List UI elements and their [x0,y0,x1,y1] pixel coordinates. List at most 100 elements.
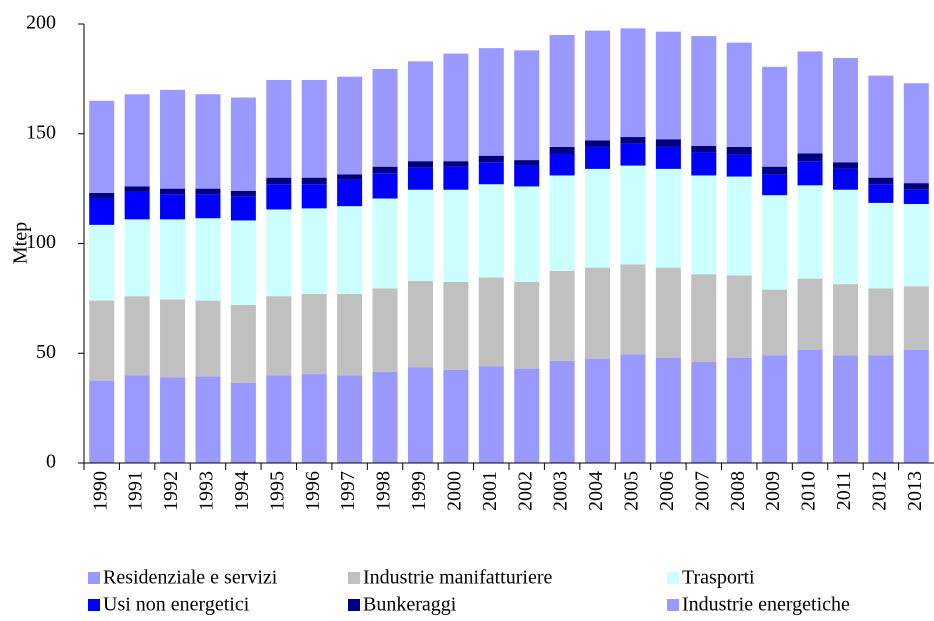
x-tick-label: 1994 [231,471,253,511]
legend-label: Trasporti [682,567,755,589]
bar-segment [655,31,681,140]
x-tick-label: 1992 [160,471,182,511]
bar-segment [266,375,292,463]
bar-segment [691,362,717,463]
bar-segment [266,177,292,185]
bar-segment [585,146,611,169]
x-tick-label: 2007 [691,471,713,511]
y-tick-label: 50 [36,341,56,363]
bar-segment [797,278,823,350]
bar-segment [585,140,611,147]
legend-label: Usi non energetici [103,594,250,616]
bar-segment [301,177,327,185]
y-axis-label: Mtep [10,222,32,264]
bar-segment [443,166,469,190]
bar-segment [585,168,611,268]
bar-segment [691,145,717,153]
x-tick-label: 2013 [904,471,926,511]
bar-segment [514,368,540,463]
bar-segment [89,100,115,194]
x-tick-label: 1993 [196,471,218,511]
bar-segment [266,79,292,178]
bar-segment [903,189,929,204]
bar-segment [585,358,611,463]
bar-segment [266,296,292,376]
bar-segment [301,293,327,375]
bar-segment [762,289,788,356]
bar-segment [443,53,469,162]
bar-segment [762,195,788,290]
bar-segment [230,382,256,463]
bar-segment [337,76,363,175]
bar-segment [549,34,575,147]
y-tick-label: 200 [26,12,56,34]
bar-segment [160,194,186,220]
bar-segment [549,360,575,463]
bar-segment [620,165,646,265]
bar-segment [832,284,858,356]
bar-segment [903,349,929,463]
bar-segment [195,94,221,189]
bar-segment [301,208,327,294]
x-tick-label: 1999 [408,471,430,511]
x-tick-label: 2003 [550,471,572,511]
bar-segment [832,355,858,463]
bar-segment [762,174,788,196]
bar-segment [407,61,433,162]
bar-segment [337,179,363,207]
bar-segment [124,375,150,463]
bar-segment [655,146,681,169]
bar-segment [443,369,469,463]
x-tick-label: 2009 [762,471,784,511]
bar-segment [160,219,186,300]
bar-segment [407,189,433,281]
bar-segment [620,137,646,144]
bar-segment [230,304,256,383]
bar-segment [868,177,894,185]
bar-segment [301,79,327,178]
x-tick-label: 2011 [833,471,855,510]
bar-segment [230,196,256,221]
legend-label: Bunkeraggi [363,594,457,616]
x-tick-label: 2004 [585,471,607,511]
bar-segment [337,375,363,463]
bar-segment [726,357,752,463]
bar-segment [691,36,717,146]
bar-segment [195,188,221,195]
bar-segment [549,175,575,271]
x-tick-label: 1990 [89,471,111,511]
x-tick-label: 1996 [302,471,324,511]
bar-segment [514,165,540,187]
bar-segment [372,198,398,289]
bar-segment [585,267,611,359]
bar-segment [797,161,823,186]
bar-segment [372,288,398,372]
bar-segment [514,50,540,161]
bar-segment [726,42,752,147]
bar-segment [762,66,788,167]
x-tick-label: 1998 [373,471,395,511]
bar-segment [655,168,681,268]
bar-segment [195,218,221,301]
bar-segment [514,186,540,282]
bar-segment [195,194,221,219]
bar-segment [655,357,681,463]
bar-segment [372,68,398,167]
bar-segment [726,275,752,358]
bar-segment [903,203,929,287]
bar-segment [266,184,292,210]
bar-segment [478,155,504,163]
x-tick-label: 2000 [443,471,465,511]
bar-segment [443,161,469,167]
x-tick-label: 2010 [798,471,820,511]
bar-segment [124,94,150,187]
bar-segment [762,166,788,175]
x-tick-label: 2001 [479,471,501,511]
bar-segment [868,288,894,356]
bar-segment [230,190,256,197]
bar-segment [407,280,433,368]
bar-segment [620,28,646,138]
x-tick-label: 2008 [727,471,749,511]
bar-segment [691,152,717,176]
